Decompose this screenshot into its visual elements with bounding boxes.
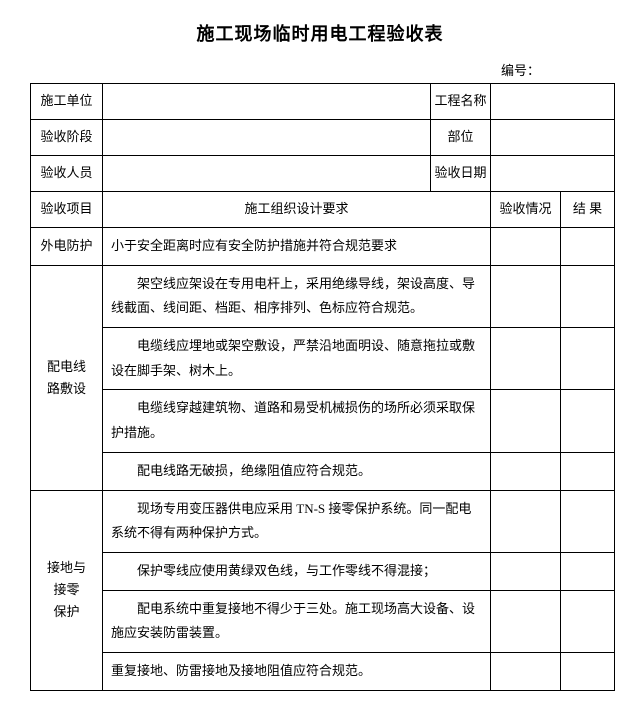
table-row: 配电线路敷设 架空线应架设在专用电杆上，采用绝缘导线，架设高度、导线截面、线间距… <box>31 265 615 327</box>
result-cell <box>561 452 615 490</box>
result-cell <box>561 652 615 690</box>
status-cell <box>491 328 561 390</box>
table-row: 重复接地、防雷接地及接地阻值应符合规范。 <box>31 652 615 690</box>
result-cell <box>561 390 615 452</box>
requirement-cell: 小于安全距离时应有安全防护措施并符合规范要求 <box>103 228 491 266</box>
project-value <box>491 84 615 120</box>
col-requirement: 施工组织设计要求 <box>103 192 491 228</box>
table-row: 保护零线应使用黄绿双色线，与工作零线不得混接； <box>31 552 615 590</box>
status-cell <box>491 228 561 266</box>
unit-label: 施工单位 <box>31 84 103 120</box>
section-name: 外电防护 <box>31 228 103 266</box>
requirement-cell: 电缆线穿越建筑物、道路和易受机械损伤的场所必须采取保护措施。 <box>103 390 491 452</box>
serial-number-label: 编号： <box>30 60 610 79</box>
header-row-2: 验收阶段 部位 <box>31 120 615 156</box>
project-label: 工程名称 <box>431 84 491 120</box>
date-value <box>491 156 615 192</box>
status-cell <box>491 452 561 490</box>
page-title: 施工现场临时用电工程验收表 <box>30 20 610 46</box>
table-row: 接地与接零保护 现场专用变压器供电应采用 TN-S 接零保护系统。同一配电系统不… <box>31 490 615 552</box>
requirement-cell: 电缆线应埋地或架空敷设，严禁沿地面明设、随意拖拉或敷设在脚手架、树木上。 <box>103 328 491 390</box>
unit-value <box>103 84 431 120</box>
table-row: 电缆线穿越建筑物、道路和易受机械损伤的场所必须采取保护措施。 <box>31 390 615 452</box>
table-row: 电缆线应埋地或架空敷设，严禁沿地面明设、随意拖拉或敷设在脚手架、树木上。 <box>31 328 615 390</box>
acceptance-table: 施工单位 工程名称 验收阶段 部位 验收人员 验收日期 验收项目 施工组织设计要… <box>30 83 615 691</box>
header-row-1: 施工单位 工程名称 <box>31 84 615 120</box>
col-result: 结 果 <box>561 192 615 228</box>
status-cell <box>491 590 561 652</box>
result-cell <box>561 328 615 390</box>
table-row: 配电线路无破损，绝缘阻值应符合规范。 <box>31 452 615 490</box>
personnel-label: 验收人员 <box>31 156 103 192</box>
section-name: 配电线路敷设 <box>31 265 103 490</box>
status-cell <box>491 490 561 552</box>
requirement-cell: 配电线路无破损，绝缘阻值应符合规范。 <box>103 452 491 490</box>
result-cell <box>561 552 615 590</box>
result-cell <box>561 228 615 266</box>
status-cell <box>491 652 561 690</box>
requirement-cell: 重复接地、防雷接地及接地阻值应符合规范。 <box>103 652 491 690</box>
status-cell <box>491 390 561 452</box>
personnel-value <box>103 156 431 192</box>
stage-value <box>103 120 431 156</box>
requirement-cell: 保护零线应使用黄绿双色线，与工作零线不得混接； <box>103 552 491 590</box>
table-row: 外电防护 小于安全距离时应有安全防护措施并符合规范要求 <box>31 228 615 266</box>
col-item: 验收项目 <box>31 192 103 228</box>
stage-label: 验收阶段 <box>31 120 103 156</box>
part-label: 部位 <box>431 120 491 156</box>
col-status: 验收情况 <box>491 192 561 228</box>
status-cell <box>491 265 561 327</box>
table-row: 配电系统中重复接地不得少于三处。施工现场高大设备、设施应安装防雷装置。 <box>31 590 615 652</box>
status-cell <box>491 552 561 590</box>
result-cell <box>561 265 615 327</box>
section-name: 接地与接零保护 <box>31 490 103 690</box>
part-value <box>491 120 615 156</box>
requirement-cell: 配电系统中重复接地不得少于三处。施工现场高大设备、设施应安装防雷装置。 <box>103 590 491 652</box>
column-header-row: 验收项目 施工组织设计要求 验收情况 结 果 <box>31 192 615 228</box>
date-label: 验收日期 <box>431 156 491 192</box>
result-cell <box>561 490 615 552</box>
requirement-cell: 现场专用变压器供电应采用 TN-S 接零保护系统。同一配电系统不得有两种保护方式… <box>103 490 491 552</box>
result-cell <box>561 590 615 652</box>
requirement-cell: 架空线应架设在专用电杆上，采用绝缘导线，架设高度、导线截面、线间距、档距、相序排… <box>103 265 491 327</box>
header-row-3: 验收人员 验收日期 <box>31 156 615 192</box>
